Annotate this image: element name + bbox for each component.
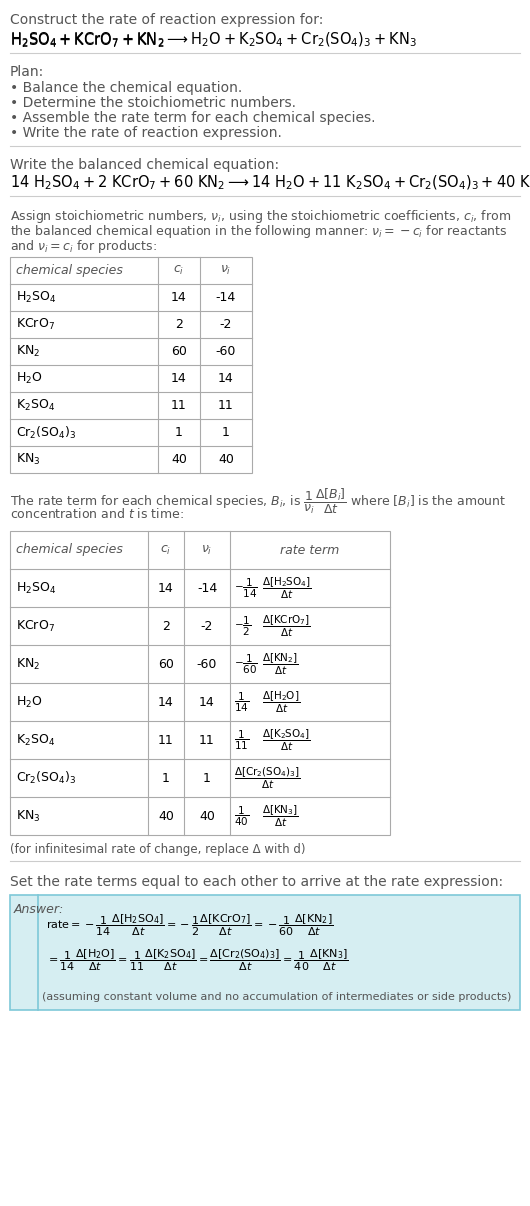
Text: $\mathrm{14\ H_2SO_4 + 2\ KCrO_7 + 60\ KN_2 \longrightarrow 14\ H_2O + 11\ K_2SO: $\mathrm{14\ H_2SO_4 + 2\ KCrO_7 + 60\ K… (10, 174, 530, 193)
Text: • Assemble the rate term for each chemical species.: • Assemble the rate term for each chemic… (10, 111, 375, 125)
Text: $\mathrm{KCrO_7}$: $\mathrm{KCrO_7}$ (16, 317, 55, 332)
Text: 11: 11 (158, 733, 174, 747)
Text: $\dfrac{\Delta[\mathrm{KN_3}]}{\Delta t}$: $\dfrac{\Delta[\mathrm{KN_3}]}{\Delta t}… (262, 803, 299, 829)
Text: $\dfrac{1}{14}$: $\dfrac{1}{14}$ (234, 690, 249, 714)
Text: 14: 14 (158, 581, 174, 595)
Text: 14: 14 (171, 371, 187, 385)
Text: Assign stoichiometric numbers, $\nu_i$, using the stoichiometric coefficients, $: Assign stoichiometric numbers, $\nu_i$, … (10, 207, 511, 226)
Text: 1: 1 (222, 426, 230, 439)
Text: 11: 11 (218, 399, 234, 412)
Text: 40: 40 (218, 453, 234, 466)
Text: 14: 14 (158, 696, 174, 708)
Text: -2: -2 (220, 318, 232, 330)
Text: 1: 1 (162, 772, 170, 784)
Text: Write the balanced chemical equation:: Write the balanced chemical equation: (10, 158, 279, 172)
Text: $\dfrac{\Delta[\mathrm{H_2SO_4}]}{\Delta t}$: $\dfrac{\Delta[\mathrm{H_2SO_4}]}{\Delta… (262, 575, 312, 601)
Text: $c_i$: $c_i$ (173, 264, 184, 277)
Text: -14: -14 (216, 291, 236, 304)
Text: 2: 2 (162, 620, 170, 632)
Bar (10, 895, 520, 1009)
Text: $\mathrm{Cr_2(SO_4)_3}$: $\mathrm{Cr_2(SO_4)_3}$ (16, 425, 76, 440)
Text: 11: 11 (171, 399, 187, 412)
Text: $\dfrac{\Delta[\mathrm{KN_2}]}{\Delta t}$: $\dfrac{\Delta[\mathrm{KN_2}]}{\Delta t}… (262, 651, 299, 677)
Text: $\mathrm{H_2O}$: $\mathrm{H_2O}$ (16, 371, 42, 386)
Text: $\dfrac{1}{40}$: $\dfrac{1}{40}$ (234, 804, 249, 827)
Text: 1: 1 (203, 772, 211, 784)
Text: $= \dfrac{1}{14}\dfrac{\Delta[\mathrm{H_2O}]}{\Delta t} = \dfrac{1}{11}\dfrac{\D: $= \dfrac{1}{14}\dfrac{\Delta[\mathrm{H_… (46, 947, 349, 973)
Text: 40: 40 (158, 809, 174, 822)
Text: 40: 40 (199, 809, 215, 822)
Text: 40: 40 (171, 453, 187, 466)
Text: • Balance the chemical equation.: • Balance the chemical equation. (10, 81, 242, 95)
Text: $-\dfrac{1}{60}$: $-\dfrac{1}{60}$ (234, 652, 258, 675)
Text: $\mathrm{H_2O}$: $\mathrm{H_2O}$ (16, 695, 42, 709)
Text: $\nu_i$: $\nu_i$ (220, 264, 232, 277)
Text: $\dfrac{\Delta[\mathrm{Cr_2(SO_4)_3}]}{\Delta t}$: $\dfrac{\Delta[\mathrm{Cr_2(SO_4)_3}]}{\… (234, 766, 301, 791)
Text: (assuming constant volume and no accumulation of intermediates or side products): (assuming constant volume and no accumul… (42, 993, 511, 1002)
Text: $\dfrac{1}{11}$: $\dfrac{1}{11}$ (234, 728, 249, 751)
Text: 2: 2 (175, 318, 183, 330)
Text: $\dfrac{\Delta[\mathrm{H_2O}]}{\Delta t}$: $\dfrac{\Delta[\mathrm{H_2O}]}{\Delta t}… (262, 690, 300, 715)
Bar (10, 257, 252, 473)
Text: • Write the rate of reaction expression.: • Write the rate of reaction expression. (10, 125, 282, 140)
Text: rate term: rate term (280, 544, 340, 556)
Text: $\nu_i$: $\nu_i$ (201, 544, 213, 556)
Text: $\mathrm{KN_3}$: $\mathrm{KN_3}$ (16, 452, 41, 467)
Text: $\mathrm{H_2SO_4}$: $\mathrm{H_2SO_4}$ (16, 580, 56, 596)
Text: $-\dfrac{1}{2}$: $-\dfrac{1}{2}$ (234, 614, 251, 638)
Text: concentration and $t$ is time:: concentration and $t$ is time: (10, 507, 184, 521)
Text: Construct the rate of reaction expression for:: Construct the rate of reaction expressio… (10, 13, 323, 27)
Text: 60: 60 (171, 345, 187, 358)
Text: $-\dfrac{1}{14}$: $-\dfrac{1}{14}$ (234, 576, 258, 599)
Text: $\mathrm{KN_3}$: $\mathrm{KN_3}$ (16, 808, 41, 824)
Text: 1: 1 (175, 426, 183, 439)
Text: -60: -60 (216, 345, 236, 358)
Text: $\mathrm{H_2SO_4}$: $\mathrm{H_2SO_4}$ (16, 289, 56, 305)
Text: and $\nu_i = c_i$ for products:: and $\nu_i = c_i$ for products: (10, 238, 157, 254)
Text: $\mathrm{K_2SO_4}$: $\mathrm{K_2SO_4}$ (16, 398, 55, 412)
Text: $\dfrac{\Delta[\mathrm{K_2SO_4}]}{\Delta t}$: $\dfrac{\Delta[\mathrm{K_2SO_4}]}{\Delta… (262, 727, 311, 753)
Text: $c_i$: $c_i$ (161, 544, 172, 556)
Text: $\mathrm{H_2SO_4 + KCrO_7 + KN_2 \longrightarrow H_2O + K_2SO_4 + Cr_2(SO_4)_3 +: $\mathrm{H_2SO_4 + KCrO_7 + KN_2 \longri… (10, 31, 417, 49)
Bar (10, 531, 390, 835)
Text: $\mathrm{KCrO_7}$: $\mathrm{KCrO_7}$ (16, 619, 55, 633)
Text: • Determine the stoichiometric numbers.: • Determine the stoichiometric numbers. (10, 96, 296, 110)
Text: $\mathrm{KN_2}$: $\mathrm{KN_2}$ (16, 656, 40, 672)
Text: $\mathrm{KN_2}$: $\mathrm{KN_2}$ (16, 344, 40, 359)
Text: -60: -60 (197, 657, 217, 671)
Text: chemical species: chemical species (16, 544, 123, 556)
Text: The rate term for each chemical species, $B_i$, is $\dfrac{1}{\nu_i}\dfrac{\Delt: The rate term for each chemical species,… (10, 487, 506, 516)
Text: -2: -2 (201, 620, 213, 632)
Text: $\dfrac{\Delta[\mathrm{KCrO_7}]}{\Delta t}$: $\dfrac{\Delta[\mathrm{KCrO_7}]}{\Delta … (262, 614, 311, 639)
Text: $\mathrm{Cr_2(SO_4)_3}$: $\mathrm{Cr_2(SO_4)_3}$ (16, 769, 76, 786)
Text: -14: -14 (197, 581, 217, 595)
Text: $\mathrm{K_2SO_4}$: $\mathrm{K_2SO_4}$ (16, 732, 55, 748)
Text: Plan:: Plan: (10, 65, 44, 80)
Text: chemical species: chemical species (16, 264, 123, 277)
Text: 11: 11 (199, 733, 215, 747)
Text: 14: 14 (218, 371, 234, 385)
Text: Answer:: Answer: (14, 903, 64, 917)
Text: Set the rate terms equal to each other to arrive at the rate expression:: Set the rate terms equal to each other t… (10, 876, 503, 889)
Text: $\mathrm{rate} = -\dfrac{1}{14}\dfrac{\Delta[\mathrm{H_2SO_4}]}{\Delta t} = -\df: $\mathrm{rate} = -\dfrac{1}{14}\dfrac{\D… (46, 912, 333, 938)
Text: 14: 14 (199, 696, 215, 708)
Text: 14: 14 (171, 291, 187, 304)
Text: the balanced chemical equation in the following manner: $\nu_i = -c_i$ for react: the balanced chemical equation in the fo… (10, 223, 508, 240)
Text: 60: 60 (158, 657, 174, 671)
Text: $\mathrm{H_2SO_4 + KCrO_7 + KN_2}$: $\mathrm{H_2SO_4 + KCrO_7 + KN_2}$ (10, 31, 164, 49)
Text: (for infinitesimal rate of change, replace Δ with d): (for infinitesimal rate of change, repla… (10, 843, 305, 856)
